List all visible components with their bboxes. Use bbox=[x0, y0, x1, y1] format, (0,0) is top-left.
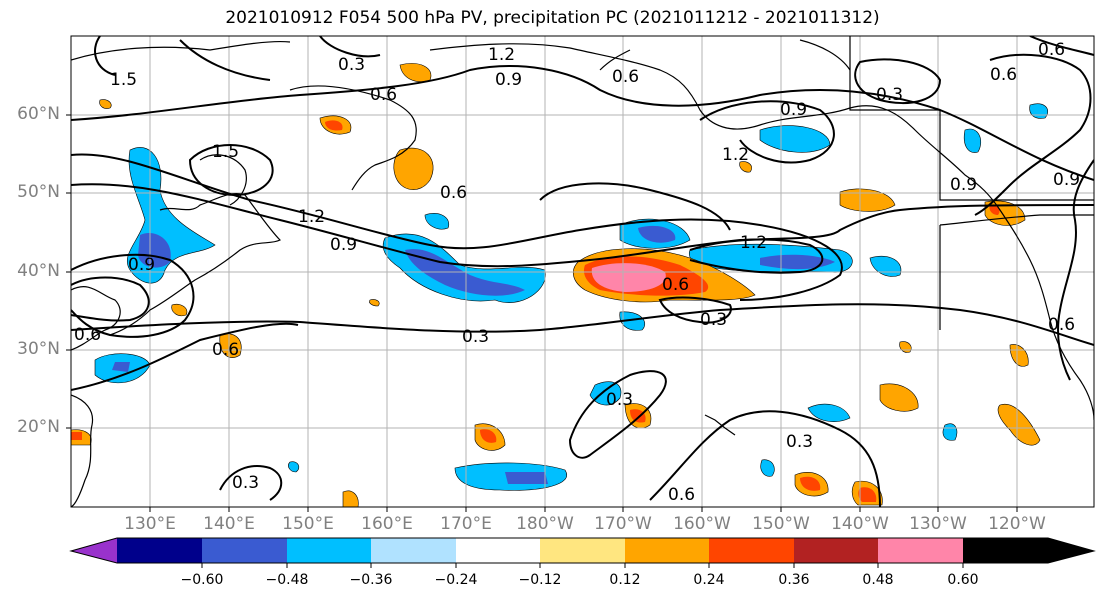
colorbar-segment bbox=[287, 538, 371, 563]
lon-label: 170°E bbox=[440, 514, 492, 534]
colorbar-segment bbox=[625, 538, 709, 563]
colorbar-extend-low bbox=[71, 538, 117, 563]
contour-label: 0.6 bbox=[370, 85, 397, 105]
lon-label: 160°E bbox=[361, 514, 413, 534]
lat-label-60n: 60°N bbox=[17, 104, 60, 124]
colorbar-segment bbox=[202, 538, 287, 563]
lat-label-20n: 20°N bbox=[17, 417, 60, 437]
lon-label: 170°W bbox=[594, 514, 652, 534]
contour-label: 0.6 bbox=[74, 325, 101, 345]
lon-label: 130°W bbox=[909, 514, 967, 534]
contour-label: 0.6 bbox=[1048, 315, 1075, 335]
colorbar-label: 0.36 bbox=[778, 572, 810, 588]
colorbar-label: 0.60 bbox=[947, 572, 979, 588]
coastlines bbox=[71, 36, 1094, 507]
contour-label: 0.3 bbox=[876, 85, 903, 105]
pv-contours bbox=[71, 36, 1094, 507]
lon-label: 140°W bbox=[831, 514, 889, 534]
colorbar-extend-high bbox=[963, 538, 1094, 563]
contour-labels: 1.5 0.3 1.2 0.9 0.6 0.6 1.5 1.2 0.9 0.6 … bbox=[74, 40, 1080, 505]
precip-fills bbox=[71, 63, 1049, 507]
contour-label: 0.6 bbox=[440, 183, 467, 203]
lon-label: 150°W bbox=[752, 514, 810, 534]
lat-label-40n: 40°N bbox=[17, 261, 60, 281]
grid bbox=[71, 36, 1094, 507]
lon-label: 180°W bbox=[516, 514, 574, 534]
contour-label: 0.3 bbox=[232, 473, 259, 493]
contour-label: 0.9 bbox=[330, 235, 357, 255]
lon-label: 160°W bbox=[673, 514, 731, 534]
colorbar-segment bbox=[117, 538, 202, 563]
contour-label: 0.9 bbox=[950, 175, 977, 195]
colorbar-label: −0.24 bbox=[434, 572, 478, 588]
axis-ticks bbox=[66, 114, 1018, 512]
colorbar-label: 0.48 bbox=[862, 572, 894, 588]
lon-label: 150°E bbox=[282, 514, 334, 534]
contour-label: 0.6 bbox=[612, 67, 639, 87]
contour-label: 0.6 bbox=[668, 485, 695, 505]
contour-label: 0.9 bbox=[780, 100, 807, 120]
colorbar-label: 0.12 bbox=[609, 572, 641, 588]
chart-title: 2021010912 F054 500 hPa PV, precipitatio… bbox=[225, 8, 880, 28]
colorbar-segment bbox=[456, 538, 540, 563]
colorbar-segment bbox=[540, 538, 625, 563]
lat-label-30n: 30°N bbox=[17, 339, 60, 359]
contour-label: 1.2 bbox=[722, 145, 749, 165]
colorbar-label: −0.12 bbox=[518, 572, 562, 588]
contour-label: 0.3 bbox=[606, 390, 633, 410]
lat-label-50n: 50°N bbox=[17, 182, 60, 202]
lon-label: 140°E bbox=[203, 514, 255, 534]
lon-label: 120°W bbox=[988, 514, 1046, 534]
colorbar-segment bbox=[371, 538, 456, 563]
colorbar-label: −0.60 bbox=[180, 572, 224, 588]
contour-label: 1.2 bbox=[488, 45, 515, 65]
contour-label: 1.2 bbox=[740, 233, 767, 253]
contour-label: 0.6 bbox=[1038, 40, 1065, 60]
colorbar-segment bbox=[794, 538, 878, 563]
colorbar-segment bbox=[878, 538, 963, 563]
contour-label: 1.5 bbox=[212, 142, 239, 162]
contour-label: 0.3 bbox=[786, 432, 813, 452]
contour-label: 0.6 bbox=[212, 340, 239, 360]
contour-label: 0.9 bbox=[495, 70, 522, 90]
contour-label: 0.6 bbox=[990, 65, 1017, 85]
contour-label: 0.3 bbox=[700, 310, 727, 330]
contour-label: 1.2 bbox=[298, 207, 325, 227]
contour-label: 0.3 bbox=[338, 55, 365, 75]
colorbar-segment bbox=[709, 538, 794, 563]
contour-label: 0.9 bbox=[1053, 170, 1080, 190]
colorbar bbox=[69, 537, 1096, 568]
contour-label: 0.6 bbox=[662, 275, 689, 295]
colorbar-label: −0.48 bbox=[265, 572, 309, 588]
colorbar-label: 0.24 bbox=[693, 572, 725, 588]
lon-label: 130°E bbox=[124, 514, 176, 534]
colorbar-label: −0.36 bbox=[349, 572, 393, 588]
contour-label: 1.5 bbox=[110, 70, 137, 90]
contour-label: 0.3 bbox=[462, 327, 489, 347]
contour-label: 0.9 bbox=[128, 255, 155, 275]
